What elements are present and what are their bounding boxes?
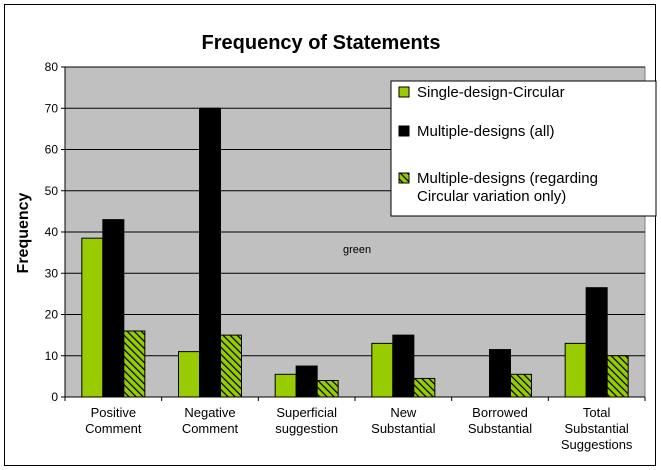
y-tick-label: 80 [45,60,59,74]
x-tick-label: Borrowed Substantial [468,405,532,436]
y-tick-label: 70 [45,101,59,115]
legend-swatch-1 [398,86,410,98]
bar-1-6 [564,342,587,398]
bar-3-2 [220,334,242,398]
chart-frame: Frequency of Statements 0 10 20 30 40 50 60 70 8… [4,4,657,466]
y-tick-label: 0 [51,390,58,404]
legend-label-line: Single-design-Circular [417,84,565,101]
x-tick-label-line: Substantial [371,421,435,436]
chart: Frequency of Statements 0 10 20 30 40 50 60 70 8… [15,32,657,452]
bar-2-6 [585,287,608,398]
x-tick-label: Superficial suggestion [275,405,338,436]
x-tick-label: New Substantial [371,405,435,436]
legend-swatch-3 [398,172,410,184]
legend-box [390,80,657,217]
legend-label-1: Single-design-Circular [417,84,565,101]
x-tick-label-line: Total [583,405,611,420]
y-tick-label: 60 [45,143,59,157]
x-tick-label-line: Borrowed [472,405,528,420]
legend-label-3: Multiple-designs (regarding Circular vari… [417,170,598,205]
y-tick-label: 10 [45,349,59,363]
legend-label-line: Circular variation only) [417,188,566,205]
y-tick-labels: 0 10 20 30 40 50 60 70 80 [45,60,59,404]
x-tick-label-line: Substantial [565,421,629,436]
x-tick-label-line: Comment [85,421,142,436]
bar-2-1 [102,219,125,398]
x-tick-label: Total Substantial Suggestions [561,405,633,452]
x-tick-label: Positive Comment [85,405,142,436]
x-tick-label-line: Substantial [468,421,532,436]
x-tick-label-line: New [390,405,417,420]
x-tick-label-line: Positive [91,405,137,420]
legend-label-2: Multiple-designs (all) [417,123,555,140]
bar-1-2 [178,351,200,398]
y-tick-label: 40 [45,225,59,239]
x-tick-label: Negative Comment [182,405,239,436]
bar-3-3 [316,380,339,398]
x-tick-label-line: Negative [184,405,235,420]
y-tick-label: 30 [45,266,59,280]
bar-1-3 [274,373,297,398]
bar-2-3 [295,365,318,398]
legend-label-line: Multiple-designs (regarding [417,170,598,187]
chart-annotation: green [343,244,371,256]
chart-title: Frequency of Statements [202,32,441,54]
bar-3-5 [510,373,532,398]
legend: Single-design-Circular Multiple-designs (… [390,80,657,217]
y-tick-label: 20 [45,308,59,322]
y-axis-label: Frequency [15,192,32,273]
x-tick-label-line: Suggestions [561,437,633,452]
legend-swatch-2 [398,125,410,137]
bar-3-6 [606,355,629,398]
bar-3-1 [123,330,146,398]
bar-1-1 [81,237,104,398]
bar-1-4 [371,342,394,398]
bars [81,107,629,398]
x-tick-label-line: Comment [182,421,239,436]
axes [61,66,646,401]
legend-label-line: Multiple-designs (all) [417,123,555,140]
bar-3-4 [413,377,436,398]
bar-2-2 [199,107,221,398]
x-tick-label-line: Superficial [276,405,337,420]
x-tick-label-line: suggestion [275,421,338,436]
y-tick-label: 50 [45,184,59,198]
bar-2-5 [489,349,511,398]
bar-2-4 [392,334,415,398]
